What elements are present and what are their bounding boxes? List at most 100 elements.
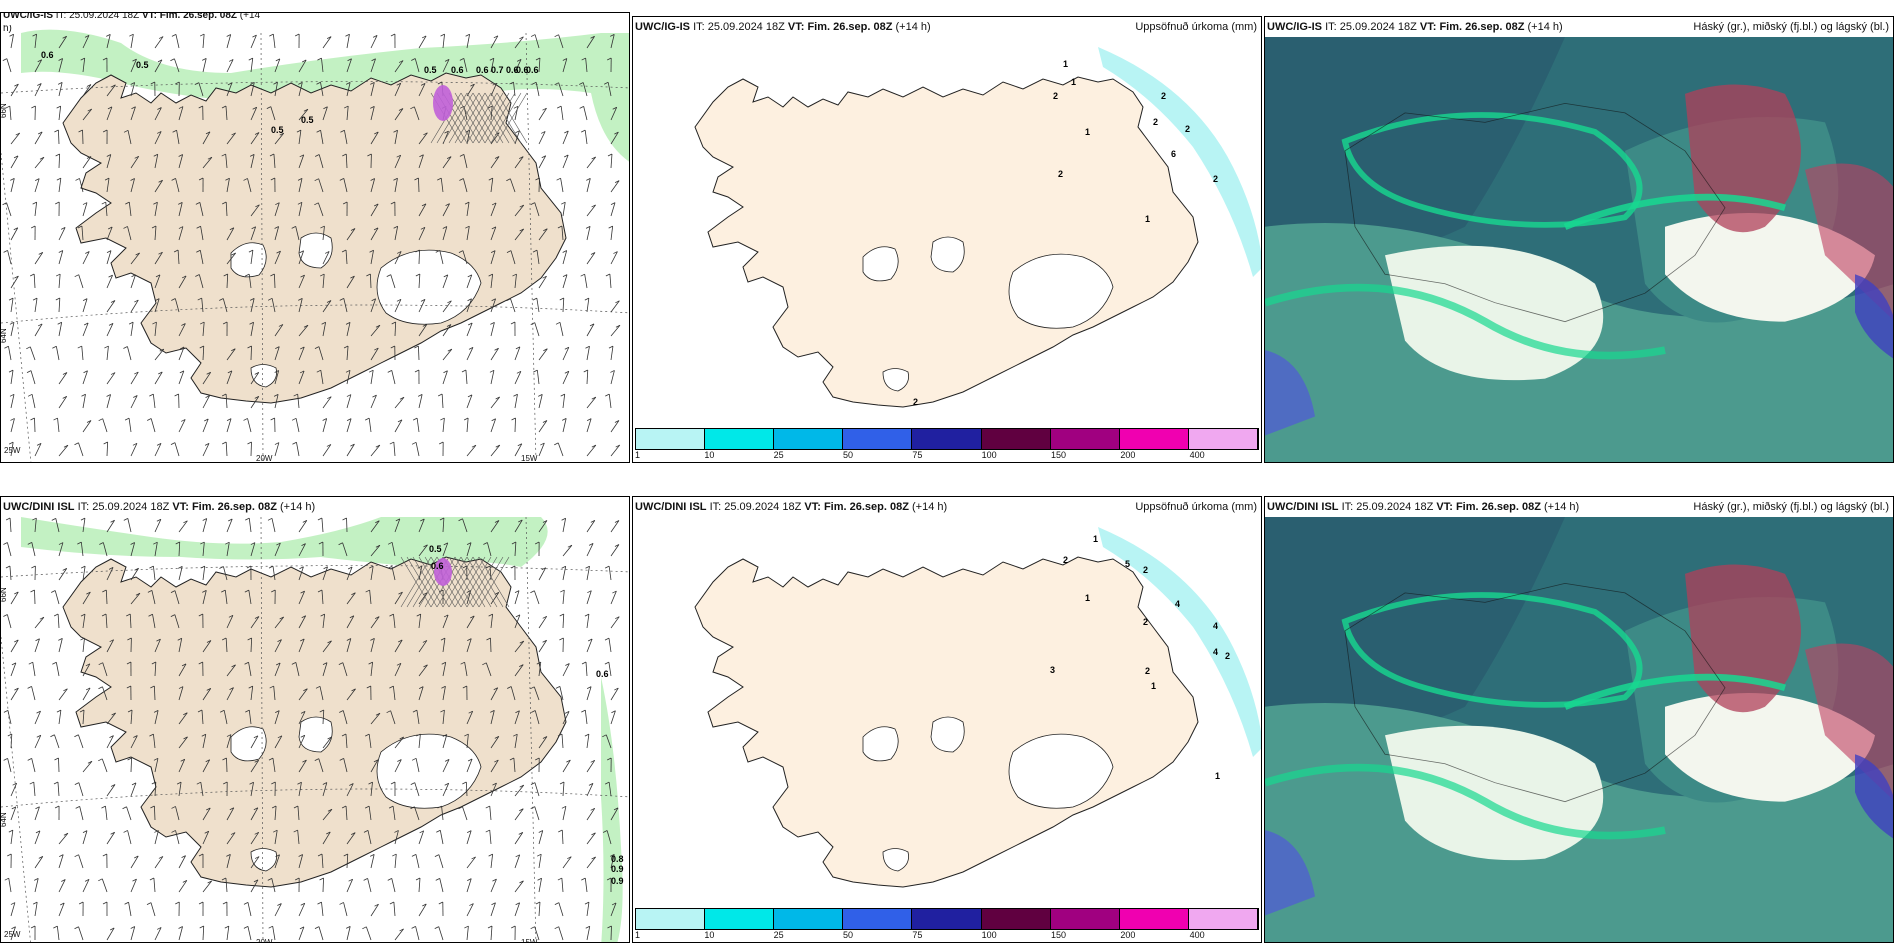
it-label: IT: xyxy=(709,501,722,513)
colorbar-tick: 200 xyxy=(1120,450,1136,460)
valid-time: VT: Fim. 26.sep. 08Z xyxy=(1419,21,1525,33)
glacier-outline xyxy=(1008,253,1114,329)
wind-value-label: 0.9 xyxy=(611,864,624,874)
field-title: Uppsöfnuð úrkoma (mm) xyxy=(1135,21,1257,33)
colorbar-swatch xyxy=(1188,429,1258,449)
colorbar-tick: 150 xyxy=(1051,930,1067,940)
field-title: Háský (gr.), miðský (fj.bl.) og lágský (… xyxy=(1693,501,1889,513)
init-time: 25.09.2024 18Z xyxy=(1339,21,1417,33)
colorbar-swatch xyxy=(843,909,913,929)
precip-value-label: 2 xyxy=(1143,565,1148,575)
precip-value-label: 2 xyxy=(1153,117,1158,127)
panel-header: UWC/DINI ISL IT: 25.09.2024 18Z VT: Fim.… xyxy=(1,497,629,517)
colorbar-labels: 1 10 25 50 75 100 150 200 400 xyxy=(635,450,1259,462)
wind-value-label: 0.6 xyxy=(451,65,464,75)
colorbar-swatch xyxy=(981,429,1051,449)
longitude-label: 20W xyxy=(256,454,273,463)
precip-value-label: 2 xyxy=(1213,174,1218,184)
glacier-outline xyxy=(862,246,899,282)
glacier-outline xyxy=(930,716,965,753)
latitude-label: 64N xyxy=(1,812,8,827)
model-name: UWC/IG-IS xyxy=(1267,21,1322,33)
colorbar-swatch xyxy=(1119,429,1189,449)
wind-value-label: 0.8 xyxy=(611,854,624,864)
precip-value-label: 1 xyxy=(1145,214,1150,224)
colorbar-swatch xyxy=(1119,909,1189,929)
precip-value-label: 2 xyxy=(1185,124,1190,134)
colorbar-labels: 1 10 25 50 75 100 150 200 400 xyxy=(635,930,1259,942)
precip-value-label: 1 xyxy=(1215,771,1220,781)
precip-max xyxy=(433,85,453,121)
wind-value-label: 0.6 xyxy=(506,65,519,75)
panel-ig-wind: UWC/IG-IS IT: 25.09.2024 18Z VT: Fim. 26… xyxy=(0,12,630,463)
valid-time: VT: Fim. 26.sep. 08Z xyxy=(172,501,277,513)
precip-value-label: 1 xyxy=(1063,59,1068,69)
colorbar-swatch xyxy=(912,909,982,929)
model-name: UWC/DINI ISL xyxy=(3,501,75,513)
colorbar-swatch xyxy=(1188,909,1258,929)
lead-time-cont: h) xyxy=(3,23,12,34)
longitude-label: 15W xyxy=(521,454,538,463)
precip-value-label: 6 xyxy=(1171,149,1176,159)
wind-value-label: 0.5 xyxy=(301,115,314,125)
colorbar-tick: 100 xyxy=(981,930,997,940)
init-time: 25.09.2024 18Z xyxy=(707,21,785,33)
wind-value-label: 0.9 xyxy=(611,876,624,886)
glacier-outline xyxy=(376,249,482,325)
glacier-outline xyxy=(230,726,267,762)
colorbar-tick: 50 xyxy=(843,930,854,940)
colorbar-swatch xyxy=(1050,429,1120,449)
glacier-outline xyxy=(882,368,909,392)
wind-value-label: 0.6 xyxy=(526,65,539,75)
wind-value-label: 0.6 xyxy=(41,50,54,60)
wind-value-label: 0.7 xyxy=(491,65,504,75)
it-label: IT: xyxy=(693,21,705,33)
glacier-outline xyxy=(250,364,277,388)
precip-value-label: 2 xyxy=(1058,169,1063,179)
lead-time: (+14 h) xyxy=(895,21,931,33)
colorbar-tick: 75 xyxy=(912,450,923,460)
longitude-label: 20W xyxy=(256,938,273,943)
valid-time: VT: Fim. 26.sep. 08Z xyxy=(804,501,909,513)
colorbar-swatch xyxy=(774,429,844,449)
colorbar-tick: 50 xyxy=(843,450,854,460)
model-name: UWC/IG-IS xyxy=(3,12,53,21)
panel-dini-precip: UWC/DINI ISL IT: 25.09.2024 18Z VT: Fim.… xyxy=(632,496,1262,943)
panel-header: UWC/DINI ISL IT: 25.09.2024 18Z VT: Fim.… xyxy=(633,497,1261,517)
model-name: UWC/DINI ISL xyxy=(1267,501,1339,513)
precip-value-label: 2 xyxy=(1143,617,1148,627)
precip-value-label: 1 xyxy=(1085,593,1090,603)
panel-header: UWC/IG-IS IT: 25.09.2024 18Z VT: Fim. 26… xyxy=(1265,17,1893,37)
glacier-outline xyxy=(862,726,899,762)
colorbar-swatch xyxy=(774,909,844,929)
latitude-label: 66N xyxy=(1,103,8,118)
lead-time: (+14 h) xyxy=(912,501,948,513)
lead-time: (+14 xyxy=(239,12,261,21)
field-title: Háský (gr.), miðský (fj.bl.) og lágský (… xyxy=(1693,21,1889,33)
wind-value-label: 0.6 xyxy=(516,65,529,75)
cloud-map xyxy=(1265,517,1893,942)
colorbar-tick: 10 xyxy=(704,930,715,940)
wind-barbs xyxy=(3,517,620,941)
cloud-layers xyxy=(1265,517,1893,942)
init-time: 25.09.2024 18Z xyxy=(1356,501,1434,513)
glacier-outline xyxy=(298,716,333,753)
precip-value-label: 2 xyxy=(913,397,918,407)
colorbar-swatch xyxy=(912,429,982,449)
panel-dini-clouds: UWC/DINI ISL IT: 25.09.2024 18Z VT: Fim.… xyxy=(1264,496,1894,943)
glacier-outline xyxy=(930,236,965,273)
model-name: UWC/IG-IS xyxy=(635,21,690,33)
precip-colorbar xyxy=(635,908,1259,930)
precip-value-label: 2 xyxy=(1145,666,1150,676)
latitude-label: 66N xyxy=(1,587,8,602)
colorbar-swatch xyxy=(705,909,775,929)
cloud-layers xyxy=(1265,37,1893,462)
glacier-outline xyxy=(1008,733,1114,809)
precip-value-label: 3 xyxy=(1050,665,1055,675)
wind-value-label: 0.5 xyxy=(136,60,149,70)
panel-header: UWC/DINI ISL IT: 25.09.2024 18Z VT: Fim.… xyxy=(1265,497,1893,517)
colorbar-tick: 100 xyxy=(981,450,997,460)
precip-value-label: 1 xyxy=(1071,77,1076,87)
